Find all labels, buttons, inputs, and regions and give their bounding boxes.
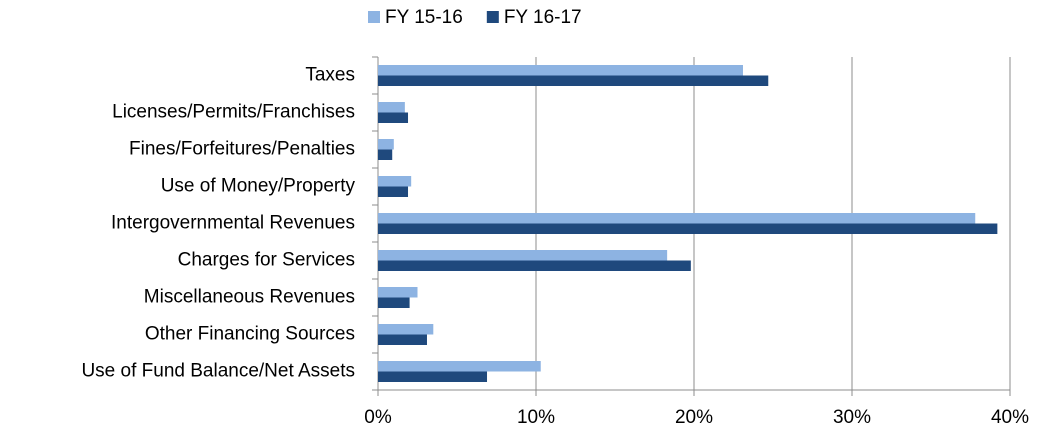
bar (378, 324, 434, 335)
bar (378, 75, 769, 86)
y-tick-label: Miscellaneous Revenues (144, 287, 355, 308)
legend-swatch (486, 11, 499, 23)
y-tick-label: Intergovernmental Revenues (111, 213, 355, 234)
bar (378, 223, 998, 234)
bar (378, 186, 409, 197)
bar (378, 176, 412, 187)
bar (378, 149, 393, 160)
bar (378, 260, 691, 271)
y-tick-label: Taxes (305, 65, 355, 86)
legend-swatch (368, 11, 380, 23)
y-tick-label: Use of Fund Balance/Net Assets (81, 361, 355, 382)
x-tick-label: 0% (364, 407, 392, 428)
y-tick-label: Other Financing Sources (145, 324, 355, 345)
bar (378, 213, 976, 224)
bar (378, 297, 410, 308)
bar (378, 139, 394, 150)
y-tick-label: Licenses/Permits/Franchises (112, 102, 355, 123)
legend-label: FY 16-17 (504, 7, 582, 28)
y-tick-label: Use of Money/Property (161, 176, 356, 197)
bar (378, 361, 541, 372)
x-tick-label: 40% (991, 407, 1029, 428)
bar (378, 287, 418, 298)
bar (378, 112, 409, 123)
bar (378, 371, 488, 382)
y-tick-label: Fines/Forfeitures/Penalties (129, 139, 355, 160)
bar (378, 334, 427, 345)
legend-label: FY 15-16 (385, 7, 463, 28)
x-tick-label: 10% (517, 407, 555, 428)
x-tick-label: 20% (675, 407, 713, 428)
y-tick-label: Charges for Services (178, 250, 355, 271)
x-tick-label: 30% (833, 407, 871, 428)
bar (378, 250, 668, 261)
bar (378, 65, 743, 76)
bar (378, 102, 405, 113)
